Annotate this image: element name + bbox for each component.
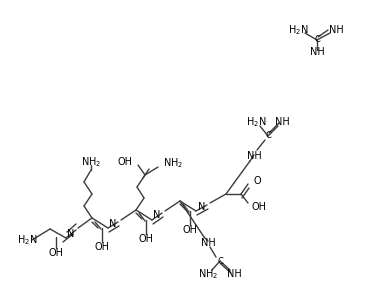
Text: NH: NH bbox=[247, 151, 261, 161]
Text: NH: NH bbox=[309, 47, 324, 57]
Text: $\mathregular{NH_2}$: $\mathregular{NH_2}$ bbox=[81, 155, 101, 169]
Text: O: O bbox=[253, 176, 261, 186]
Text: OH: OH bbox=[118, 157, 133, 167]
Text: N: N bbox=[198, 202, 206, 212]
Text: C: C bbox=[217, 257, 223, 266]
Text: N: N bbox=[109, 219, 117, 229]
Text: $\mathregular{H_2N}$: $\mathregular{H_2N}$ bbox=[246, 115, 266, 129]
Text: C: C bbox=[265, 131, 271, 140]
Text: OH: OH bbox=[49, 248, 64, 258]
Text: C: C bbox=[314, 36, 320, 45]
Text: $\mathregular{NH_2}$: $\mathregular{NH_2}$ bbox=[198, 267, 218, 281]
Text: NH: NH bbox=[329, 25, 343, 35]
Text: OH: OH bbox=[182, 225, 197, 235]
Text: N: N bbox=[153, 210, 161, 220]
Text: OH: OH bbox=[138, 234, 153, 244]
Text: OH: OH bbox=[94, 242, 109, 252]
Text: $\mathregular{NH_2}$: $\mathregular{NH_2}$ bbox=[163, 156, 183, 170]
Text: NH: NH bbox=[201, 238, 215, 248]
Text: OH: OH bbox=[252, 202, 267, 212]
Text: $\mathregular{H_2N}$: $\mathregular{H_2N}$ bbox=[17, 233, 38, 247]
Text: NH: NH bbox=[274, 117, 290, 127]
Text: NH: NH bbox=[227, 269, 241, 279]
Text: $\mathregular{H_2N}$: $\mathregular{H_2N}$ bbox=[288, 23, 308, 37]
Text: N: N bbox=[67, 229, 75, 239]
